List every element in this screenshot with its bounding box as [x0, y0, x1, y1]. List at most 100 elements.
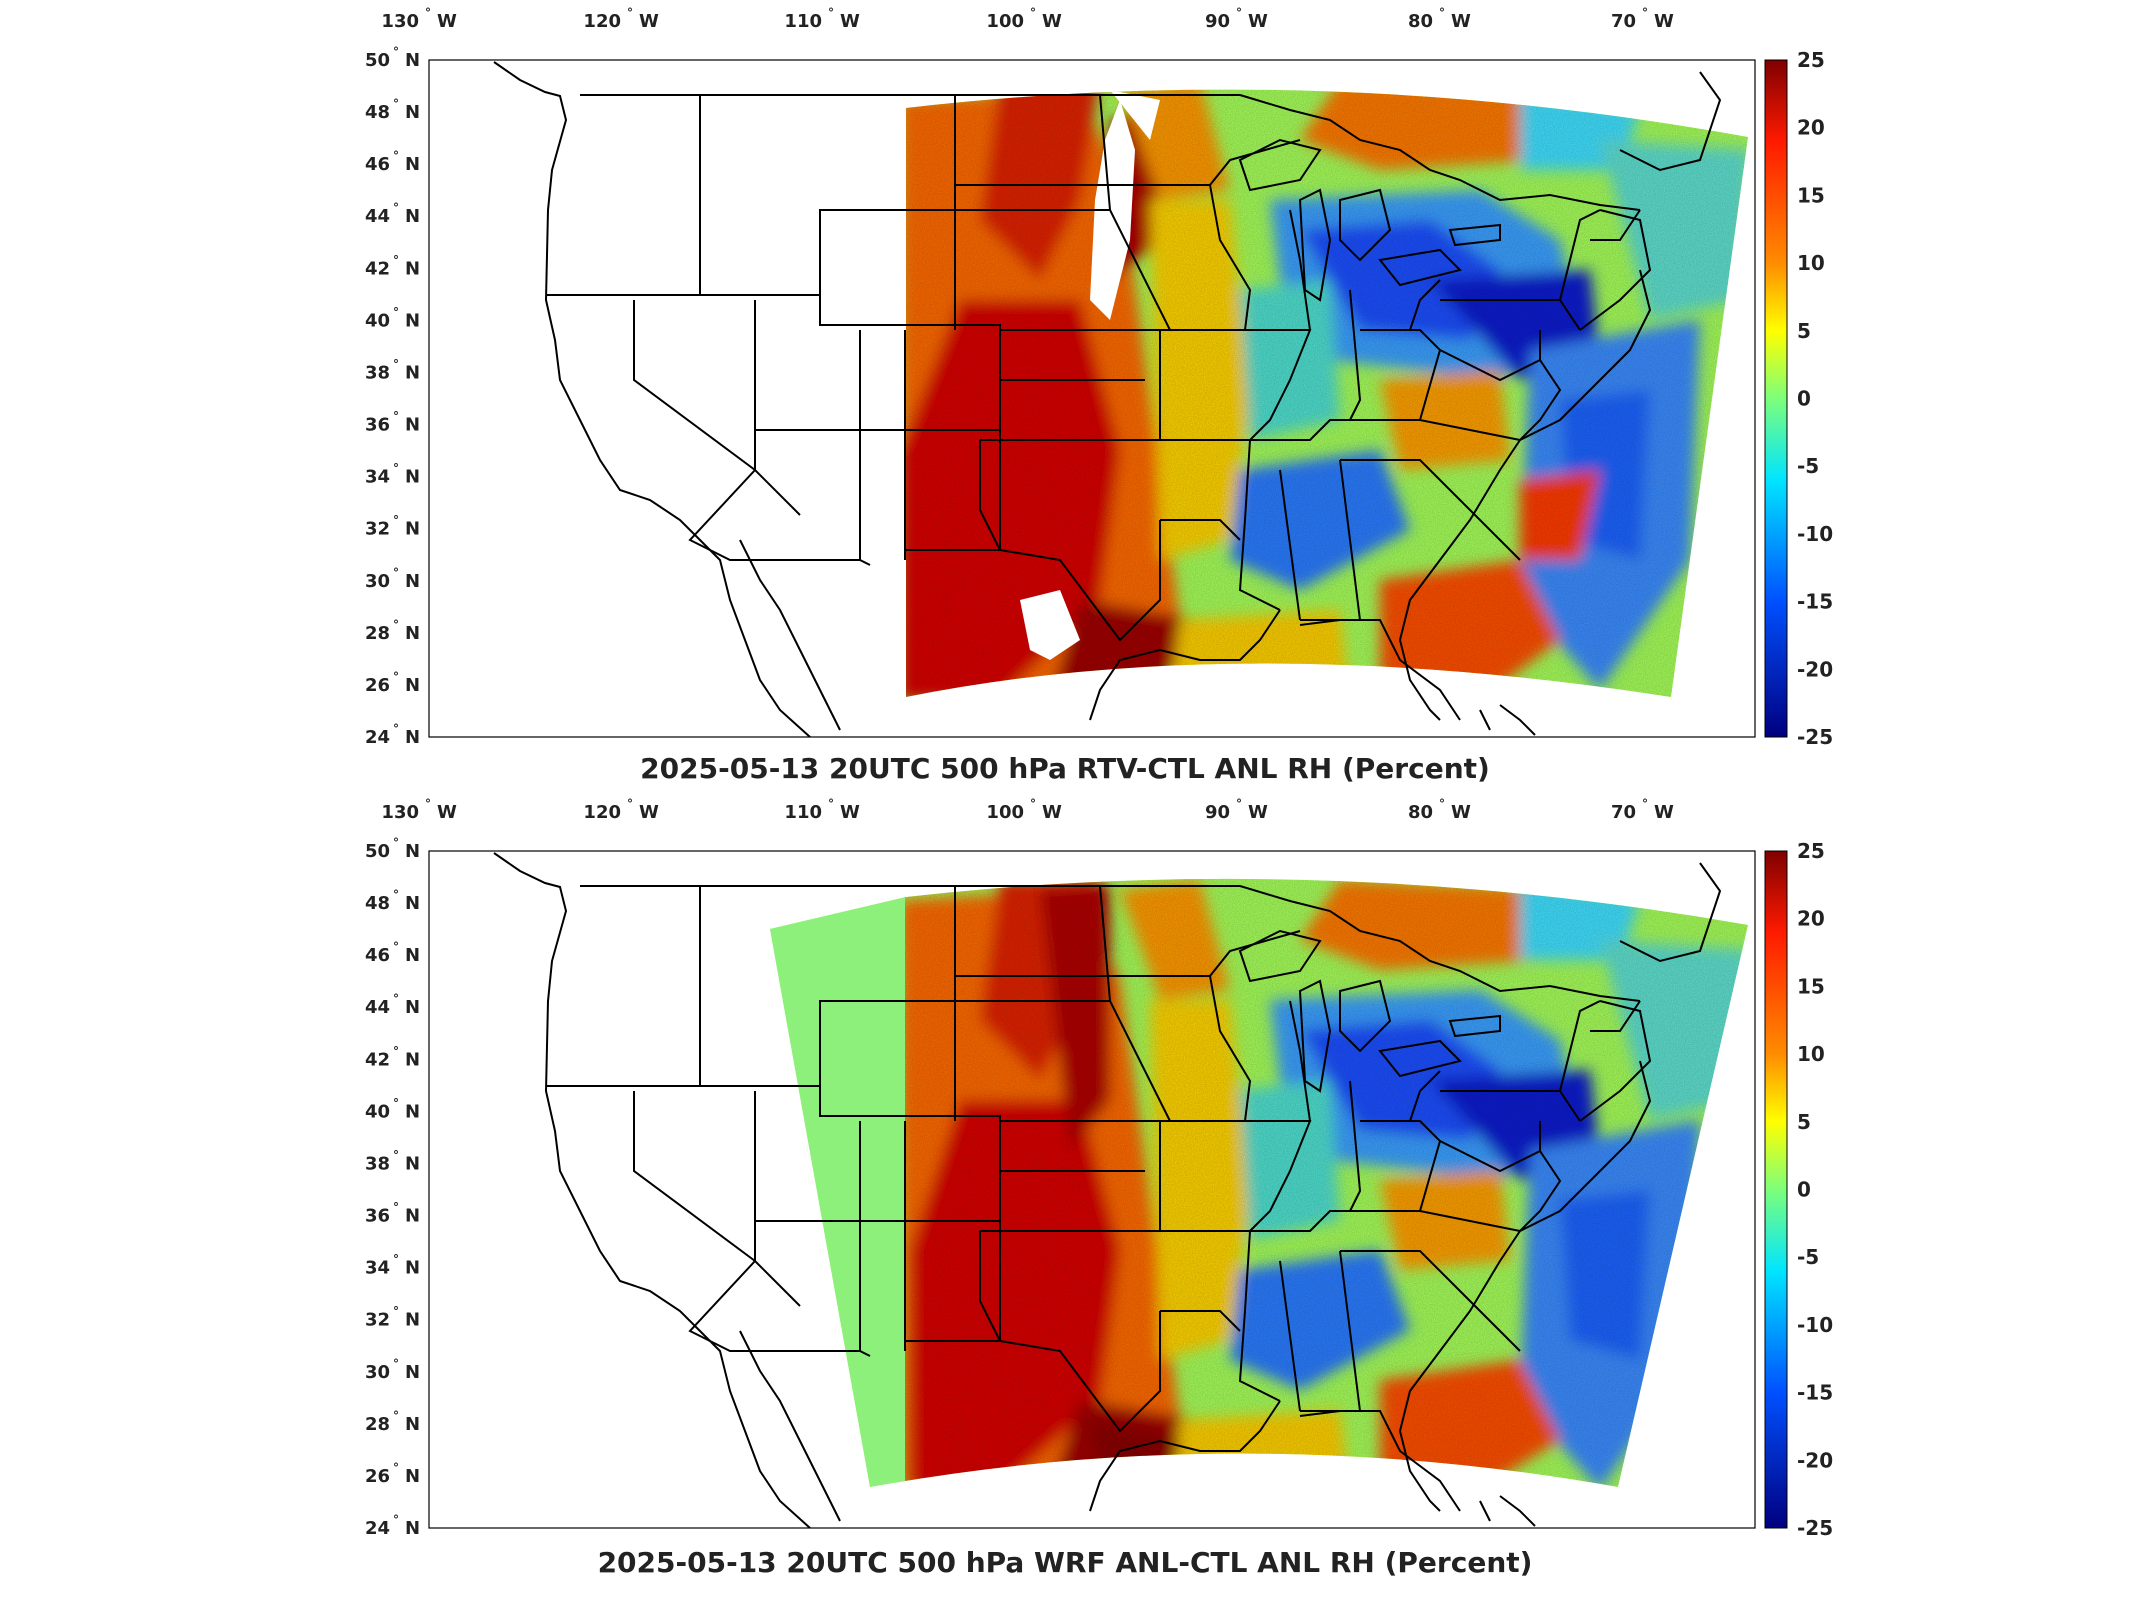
degree-symbol: °	[1642, 797, 1648, 811]
longitude-hemisphere: W	[639, 802, 659, 823]
degree-symbol: °	[393, 1357, 399, 1371]
longitude-hemisphere: W	[437, 802, 457, 823]
latitude-tick-label: 28	[365, 1414, 390, 1435]
latitude-tick-label: 50	[365, 841, 390, 862]
degree-symbol: °	[393, 1148, 399, 1162]
colorbar-tick-label: 15	[1797, 974, 1825, 998]
latitude-hemisphere: N	[405, 727, 420, 748]
latitude-hemisphere: N	[405, 1310, 420, 1331]
longitude-tick-label: 80	[1408, 802, 1433, 823]
degree-symbol: °	[393, 1513, 399, 1527]
colorbar-tick-label: -25	[1797, 1516, 1833, 1540]
latitude-tick-label: 30	[365, 571, 390, 592]
longitude-tick-label: 90	[1205, 11, 1230, 32]
latitude-hemisphere: N	[405, 1258, 420, 1279]
colorbar-tick-label: -15	[1797, 590, 1833, 614]
longitude-hemisphere: W	[1042, 11, 1062, 32]
colorbar-tick-label: 0	[1797, 387, 1811, 411]
longitude-hemisphere: W	[840, 11, 860, 32]
colorbar-tick-label: -20	[1797, 1448, 1833, 1472]
latitude-tick-label: 38	[365, 362, 390, 383]
latitude-tick-label: 48	[365, 893, 390, 914]
degree-symbol: °	[1439, 797, 1445, 811]
degree-symbol: °	[828, 6, 834, 20]
colorbar	[1764, 59, 1788, 738]
map-panel-wrf	[428, 850, 1788, 1529]
latitude-hemisphere: N	[405, 415, 420, 436]
latitude-tick-label: 32	[365, 519, 390, 540]
latitude-tick-label: 42	[365, 258, 390, 279]
latitude-tick-label: 30	[365, 1362, 390, 1383]
latitude-hemisphere: N	[405, 1049, 420, 1070]
degree-symbol: °	[393, 940, 399, 954]
longitude-hemisphere: W	[1451, 802, 1471, 823]
degree-symbol: °	[393, 253, 399, 267]
latitude-tick-label: 44	[365, 206, 390, 227]
longitude-hemisphere: W	[1451, 11, 1471, 32]
latitude-tick-label: 32	[365, 1310, 390, 1331]
degree-symbol: °	[393, 1253, 399, 1267]
latitude-tick-label: 42	[365, 1049, 390, 1070]
degree-symbol: °	[393, 1096, 399, 1110]
latitude-tick-label: 26	[365, 675, 390, 696]
degree-symbol: °	[425, 6, 431, 20]
latitude-tick-label: 46	[365, 945, 390, 966]
longitude-tick-label: 70	[1611, 11, 1636, 32]
longitude-hemisphere: W	[437, 11, 457, 32]
state-boundaries	[493, 852, 1722, 1528]
latitude-hemisphere: N	[405, 945, 420, 966]
degree-symbol: °	[393, 992, 399, 1006]
longitude-tick-label: 80	[1408, 11, 1433, 32]
latitude-hemisphere: N	[405, 1362, 420, 1383]
degree-symbol: °	[393, 149, 399, 163]
latitude-hemisphere: N	[405, 102, 420, 123]
degree-symbol: °	[393, 1461, 399, 1475]
degree-symbol: °	[393, 618, 399, 632]
state-boundaries	[493, 61, 1722, 737]
degree-symbol: °	[393, 1305, 399, 1319]
colorbar-tick-label: -25	[1797, 725, 1833, 749]
degree-symbol: °	[393, 410, 399, 424]
latitude-hemisphere: N	[405, 675, 420, 696]
degree-symbol: °	[393, 45, 399, 59]
longitude-tick-label: 90	[1205, 802, 1230, 823]
degree-symbol: °	[1236, 797, 1242, 811]
longitude-hemisphere: W	[1248, 11, 1268, 32]
colorbar-tick-label: 25	[1797, 48, 1825, 72]
latitude-hemisphere: N	[405, 50, 420, 71]
degree-symbol: °	[393, 888, 399, 902]
degree-symbol: °	[627, 6, 633, 20]
map-frame	[428, 850, 1756, 1529]
longitude-hemisphere: W	[1654, 802, 1674, 823]
latitude-tick-label: 46	[365, 154, 390, 175]
degree-symbol: °	[393, 670, 399, 684]
longitude-tick-label: 100	[986, 802, 1024, 823]
degree-symbol: °	[393, 201, 399, 215]
latitude-hemisphere: N	[405, 1466, 420, 1487]
latitude-hemisphere: N	[405, 519, 420, 540]
degree-symbol: °	[1642, 6, 1648, 20]
degree-symbol: °	[393, 357, 399, 371]
longitude-hemisphere: W	[1042, 802, 1062, 823]
degree-symbol: °	[393, 1044, 399, 1058]
latitude-hemisphere: N	[405, 893, 420, 914]
latitude-hemisphere: N	[405, 258, 420, 279]
colorbar-tick-label: 10	[1797, 1042, 1825, 1066]
colorbar	[1764, 850, 1788, 1529]
latitude-tick-label: 44	[365, 997, 390, 1018]
colorbar-tick-label: 20	[1797, 907, 1825, 931]
degree-symbol: °	[393, 566, 399, 580]
latitude-tick-label: 34	[365, 1258, 390, 1279]
latitude-hemisphere: N	[405, 467, 420, 488]
longitude-tick-label: 130	[381, 802, 419, 823]
map-frame	[428, 59, 1756, 738]
latitude-tick-label: 40	[365, 310, 390, 331]
degree-symbol: °	[1030, 6, 1036, 20]
rh-difference-field	[906, 89, 1748, 698]
map-panel-rtv	[428, 59, 1788, 738]
degree-symbol: °	[393, 514, 399, 528]
degree-symbol: °	[393, 722, 399, 736]
degree-symbol: °	[393, 305, 399, 319]
latitude-hemisphere: N	[405, 1414, 420, 1435]
